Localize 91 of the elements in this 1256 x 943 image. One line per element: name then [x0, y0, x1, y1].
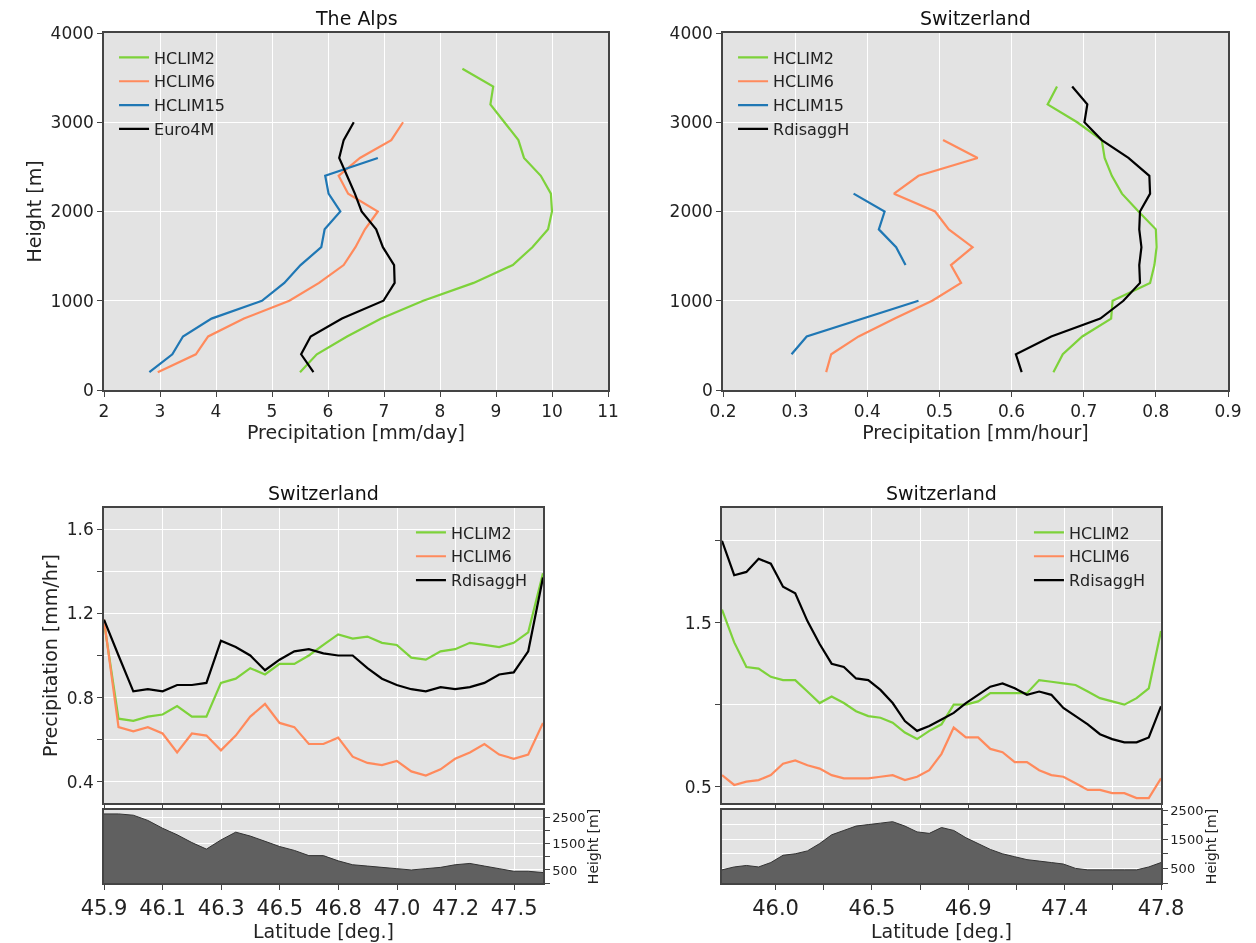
x-tick-label: 4: [210, 401, 222, 422]
line-series: [148, 156, 379, 374]
x-tick-label: 47.0: [373, 895, 421, 920]
chart-title: The Alps: [315, 7, 398, 29]
legend-label: RdisaggH: [1068, 571, 1146, 591]
y-tick-label: 1.6: [66, 519, 94, 540]
legend-label: HCLIM6: [1068, 547, 1130, 567]
y-tick-label: 2000: [50, 201, 94, 222]
x-axis-title: Precipitation [mm/day]: [247, 421, 465, 444]
x-tick-label: 0.4: [853, 401, 881, 422]
y-tick-label: 4000: [669, 22, 713, 43]
x-tick-label: 47.2: [432, 895, 479, 920]
legend-label: HCLIM6: [773, 72, 834, 92]
line-series: [104, 576, 543, 693]
x-tick-label: 47.5: [490, 895, 538, 920]
x-tick-label: 6: [322, 401, 334, 422]
x-tick-label: 46.9: [944, 895, 992, 920]
legend-label: HCLIM6: [450, 547, 512, 567]
x-tick-label: 45.9: [80, 895, 128, 920]
y-tick-label: 1000: [50, 290, 94, 311]
line-series: [1014, 85, 1152, 374]
y-tick-label: 0.4: [66, 771, 94, 792]
line-series: [1046, 85, 1158, 374]
x-tick-label: 46.8: [315, 895, 362, 920]
y-tick-label: 2500: [1170, 802, 1204, 818]
x-tick-label: 46.0: [752, 895, 799, 920]
y-tick-label: 3000: [669, 112, 713, 133]
legend-label: HCLIM6: [154, 72, 215, 92]
legend-label: RdisaggH: [450, 571, 528, 591]
x-tick-label: 0.5: [925, 401, 953, 422]
legend-label: HCLIM2: [154, 48, 215, 68]
x-axis-title: Latitude [deg.]: [253, 919, 394, 942]
x-tick-label: 46.5: [256, 895, 304, 920]
y-axis-title: Height [m]: [1203, 808, 1220, 885]
x-tick-label: 9: [490, 401, 502, 422]
y-tick-label: 2500: [552, 810, 586, 826]
legend-label: HCLIM2: [1068, 523, 1130, 543]
line-series: [722, 539, 1161, 744]
x-tick-label: 11: [597, 401, 619, 422]
y-tick-label: 2000: [669, 201, 713, 222]
x-tick-label: 10: [541, 401, 563, 422]
y-tick-label: 0: [83, 379, 94, 400]
x-tick-label: 46.5: [848, 895, 896, 920]
y-tick-label: 500: [552, 862, 578, 878]
y-axis-title: Height [m]: [22, 160, 45, 263]
line-series: [722, 608, 1161, 741]
y-tick-label: 500: [1170, 860, 1196, 876]
y-tick-label: 1500: [552, 836, 586, 852]
x-tick-label: 3: [154, 401, 166, 422]
y-tick-label: 0: [702, 379, 713, 400]
x-tick-label: 0.3: [781, 401, 809, 422]
legend-label: HCLIM2: [773, 48, 834, 68]
chart-title: Switzerland: [886, 482, 997, 504]
y-tick-label: 4000: [50, 22, 94, 43]
y-tick-label: 3000: [50, 112, 94, 133]
legend-label: HCLIM2: [450, 523, 512, 543]
x-tick-label: 0.9: [1214, 401, 1242, 422]
x-tick-label: 46.1: [139, 895, 186, 920]
chart-title: Switzerland: [920, 7, 1031, 29]
x-tick-label: 7: [378, 401, 390, 422]
line-series: [825, 139, 979, 374]
line-series: [156, 121, 405, 374]
y-tick-label: 0.5: [684, 776, 712, 797]
legend-label: HCLIM15: [773, 96, 845, 116]
y-axis-title: Precipitation [mm/hr]: [39, 554, 62, 757]
x-tick-label: 8: [434, 401, 446, 422]
x-tick-label: 2: [98, 401, 110, 422]
x-axis-title: Precipitation [mm/hour]: [862, 421, 1089, 444]
x-tick-label: 47.8: [1137, 895, 1185, 920]
y-tick-label: 1.2: [66, 603, 94, 624]
y-tick-label: 1.5: [684, 612, 712, 633]
y-tick-label: 1500: [1170, 831, 1204, 847]
x-tick-label: 0.8: [1142, 401, 1170, 422]
line-series: [300, 121, 396, 374]
x-axis-title: Latitude [deg.]: [871, 919, 1012, 942]
x-tick-label: 47.4: [1041, 895, 1089, 920]
x-tick-label: 0.2: [709, 401, 737, 422]
line-series: [104, 572, 543, 722]
x-tick-label: 0.7: [1070, 401, 1098, 422]
legend-label: Euro4M: [154, 120, 215, 140]
legend-label: HCLIM15: [154, 96, 226, 116]
legend-label: RdisaggH: [773, 120, 850, 140]
y-tick-label: 0.8: [66, 687, 94, 708]
line-series: [298, 67, 554, 374]
y-tick-label: 1000: [669, 290, 713, 311]
x-tick-label: 0.6: [998, 401, 1026, 422]
y-axis-title: Height [m]: [585, 808, 602, 885]
x-tick-label: 5: [266, 401, 278, 422]
line-series: [722, 726, 1161, 800]
x-tick-label: 46.3: [197, 895, 245, 920]
chart-title: Switzerland: [268, 482, 379, 504]
